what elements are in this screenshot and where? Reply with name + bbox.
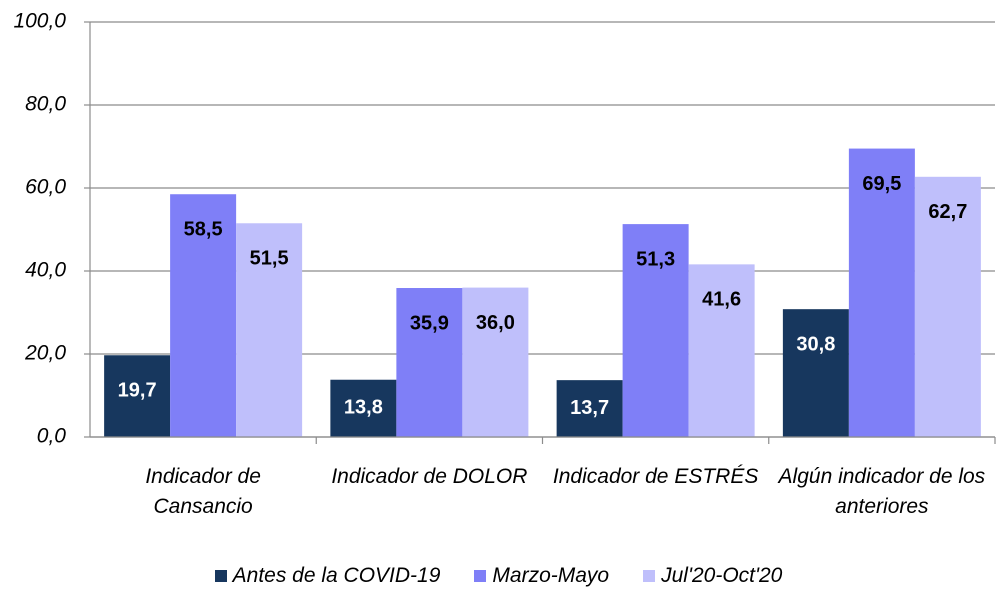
value-label: 51,5: [250, 248, 289, 270]
legend-label: Antes de la COVID-19: [232, 564, 441, 587]
legend-label: Jul'20-Oct'20: [661, 564, 783, 587]
y-tick-label: 100,0: [13, 10, 66, 33]
bar: [622, 224, 689, 437]
x-tick-label: Indicador de Cansancio: [145, 465, 261, 518]
value-label: 30,8: [796, 333, 835, 355]
legend-item: Antes de la COVID-19: [214, 564, 441, 588]
legend-swatch: [643, 570, 656, 582]
y-tick-label: 20,0: [24, 342, 66, 365]
legend: Antes de la COVID-19 Marzo-Mayo Jul'20-Oct…: [0, 564, 997, 588]
bar: [462, 287, 529, 437]
legend-label: Marzo-Mayo: [492, 564, 610, 587]
legend-swatch: [214, 570, 227, 582]
legend-item: Marzo-Mayo: [474, 564, 609, 588]
bar: [330, 379, 397, 437]
bar: [782, 309, 849, 437]
y-tick-label: 40,0: [25, 259, 66, 282]
bar: [396, 288, 463, 437]
legend-item: Jul'20-Oct'20: [643, 564, 782, 588]
value-label: 35,9: [410, 312, 449, 334]
bar: [104, 355, 171, 437]
value-label: 58,5: [184, 219, 223, 241]
bar: [170, 194, 237, 437]
value-label: 36,0: [476, 312, 515, 334]
legend-swatch: [474, 570, 487, 582]
value-label: 19,7: [118, 380, 157, 402]
x-tick-label: Indicador de DOLOR: [331, 465, 528, 488]
y-tick-label: 60,0: [25, 176, 66, 199]
bar: [236, 223, 303, 437]
x-tick-label: Indicador de ESTRÉS: [552, 465, 759, 488]
value-label: 13,8: [344, 397, 383, 419]
bar: [914, 176, 981, 438]
x-tick-label: Algún indicador de los anteriores: [778, 465, 986, 518]
y-tick-label: 0,0: [37, 425, 67, 448]
value-label: 41,6: [702, 289, 741, 311]
bar: [688, 264, 755, 437]
bar: [556, 380, 623, 437]
value-label: 13,7: [570, 397, 609, 419]
value-label: 51,3: [636, 248, 675, 270]
bar: [848, 148, 915, 437]
value-label: 62,7: [928, 201, 967, 223]
y-tick-label: 80,0: [25, 93, 66, 116]
value-label: 69,5: [862, 173, 901, 195]
